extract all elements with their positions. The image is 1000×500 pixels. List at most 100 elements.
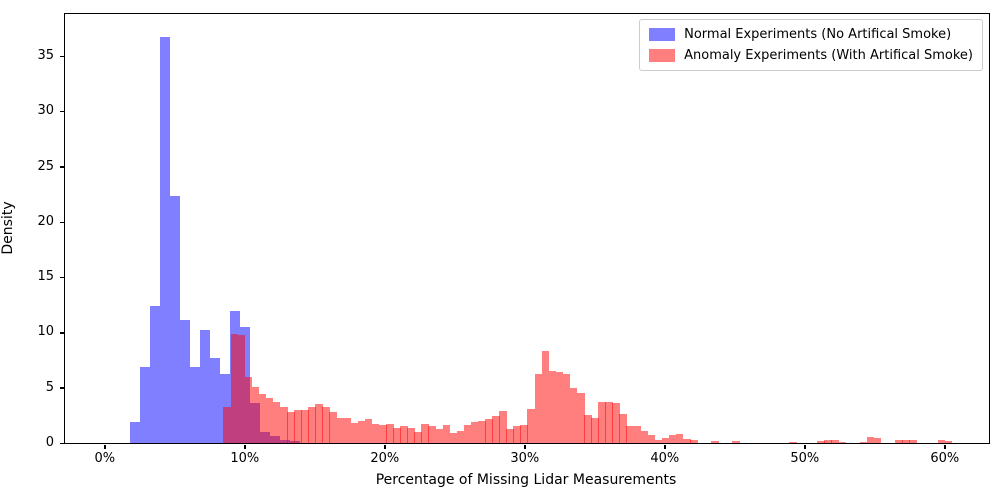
- histogram-bar: [633, 426, 642, 443]
- histogram-bar: [149, 305, 161, 443]
- y-tick-label: 0: [45, 435, 54, 450]
- histogram-bar: [189, 366, 201, 443]
- histogram-bar: [562, 374, 571, 443]
- histogram-bar: [350, 423, 359, 443]
- histogram-bar: [421, 424, 429, 443]
- histogram-bar: [414, 431, 422, 443]
- x-tick-mark: [804, 445, 806, 449]
- x-tick-label: 30%: [510, 451, 540, 466]
- histogram-bar: [824, 440, 832, 443]
- histogram-bar: [343, 418, 352, 443]
- x-tick-mark: [524, 445, 526, 449]
- histogram-bar: [668, 435, 677, 443]
- histogram-bar: [541, 350, 550, 443]
- histogram-bar: [654, 439, 663, 443]
- histogram-bar: [470, 422, 479, 443]
- x-tick-label: 40%: [650, 451, 680, 466]
- histogram-bar: [329, 412, 338, 443]
- histogram-bar: [909, 439, 917, 443]
- histogram-bar: [690, 440, 698, 443]
- y-tick-label: 35: [37, 47, 54, 63]
- histogram-bar: [661, 438, 670, 443]
- y-tick-label: 10: [37, 324, 54, 340]
- x-tick-mark: [244, 445, 246, 449]
- histogram-bar: [569, 387, 578, 443]
- histogram-bar: [371, 424, 380, 443]
- histogram-bar: [591, 417, 599, 443]
- histogram-bar: [873, 438, 882, 443]
- histogram-bar: [527, 408, 535, 443]
- histogram-bar: [442, 424, 451, 443]
- x-tick-mark: [944, 445, 946, 449]
- y-tick-mark: [60, 332, 64, 334]
- histogram-bar: [817, 440, 825, 443]
- histogram-bar: [492, 416, 500, 443]
- histogram-bar: [598, 401, 606, 443]
- histogram-bar: [732, 441, 741, 443]
- histogram-bar: [364, 418, 373, 443]
- histogram-bar: [619, 413, 627, 443]
- histogram-bar: [682, 438, 691, 443]
- y-tick-label: 25: [37, 158, 54, 174]
- histogram-bar: [258, 393, 267, 443]
- histogram-bar: [485, 418, 493, 443]
- y-tick-mark: [60, 442, 64, 445]
- histogram-bar: [378, 425, 387, 443]
- histogram-bar: [265, 397, 274, 443]
- histogram-bar: [386, 424, 394, 443]
- histogram-bar: [169, 196, 181, 443]
- histogram-bar: [280, 406, 288, 443]
- histogram-bar: [576, 393, 585, 443]
- histogram-bar: [272, 401, 281, 443]
- legend-item-normal: Normal Experiments (No Artifical Smoke): [649, 27, 973, 42]
- y-tick-mark: [60, 55, 64, 58]
- histogram-bar: [244, 376, 253, 443]
- y-tick-mark: [60, 387, 64, 389]
- histogram-bar: [584, 415, 592, 443]
- x-tick-label: 0%: [94, 451, 116, 466]
- histogram-bar: [456, 431, 465, 443]
- histogram-bar: [859, 441, 868, 443]
- x-tick-label: 50%: [790, 451, 820, 466]
- histogram-bar: [640, 431, 649, 443]
- x-tick-mark: [384, 445, 386, 449]
- legend-label: Anomaly Experiments (With Artifical Smok…: [684, 48, 973, 63]
- histogram-bar: [548, 371, 557, 443]
- histogram-bar: [605, 402, 613, 443]
- histogram-bar: [534, 374, 543, 443]
- histogram-bar: [308, 406, 316, 443]
- histogram-bar: [294, 409, 302, 443]
- x-tick-label: 20%: [370, 451, 400, 466]
- legend-swatch: [649, 28, 676, 41]
- plot-area: [64, 13, 990, 444]
- histogram-bar: [400, 426, 408, 443]
- histogram-bar: [895, 440, 903, 443]
- histogram-bar: [944, 441, 953, 443]
- histogram-bar: [647, 435, 656, 443]
- y-axis-label: Density: [0, 201, 16, 255]
- histogram-bar: [838, 441, 847, 443]
- histogram-bar: [322, 406, 330, 443]
- histogram-bar: [230, 333, 239, 443]
- histogram-bar: [336, 418, 345, 443]
- histogram-bar: [675, 433, 684, 443]
- histogram-bar: [199, 330, 211, 443]
- histogram-bar: [393, 427, 401, 443]
- histogram-bar: [866, 436, 875, 443]
- histogram-bar: [449, 433, 458, 443]
- y-tick-mark: [60, 110, 64, 113]
- histogram-bar: [179, 320, 191, 443]
- y-tick-label: 15: [37, 269, 54, 285]
- histogram-bar: [428, 426, 437, 443]
- histogram-bar: [315, 404, 323, 443]
- y-tick-mark: [60, 276, 64, 279]
- histogram-bar: [902, 440, 910, 443]
- histogram-bar: [506, 428, 514, 443]
- histogram-bar: [831, 440, 840, 443]
- histogram-bar: [499, 410, 507, 443]
- histogram-bar: [301, 409, 309, 443]
- x-tick-mark: [104, 445, 106, 449]
- histogram-bar: [223, 406, 231, 443]
- legend-label: Normal Experiments (No Artifical Smoke): [684, 27, 952, 42]
